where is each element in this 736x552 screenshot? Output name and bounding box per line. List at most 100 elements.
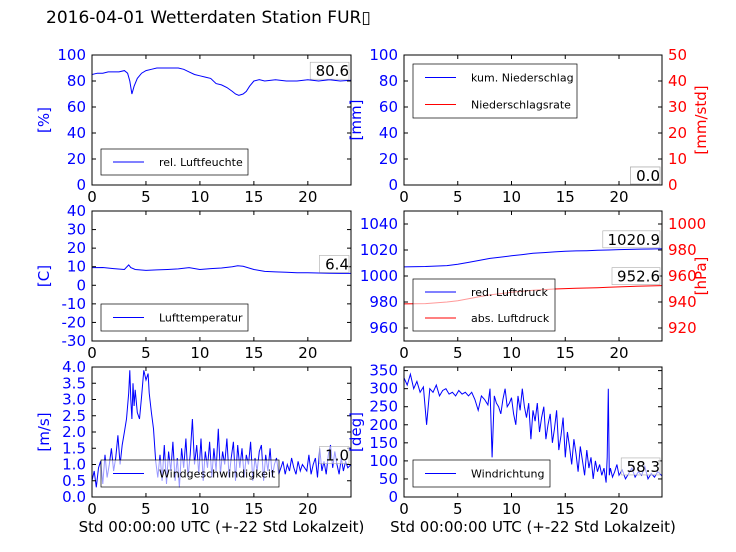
y-tick-label: 4.0 (62, 358, 86, 376)
plot-frame (403, 366, 663, 498)
x-axis-label: Std 00:00:00 UTC (+-22 Std Lokalzeit) (79, 518, 365, 536)
last-value-label: 58.3 (627, 458, 660, 476)
plot-frame (91, 54, 352, 186)
y-tick-label: -20 (62, 313, 87, 331)
last-value-box (319, 446, 350, 464)
y2-axis-label: [hPa] (692, 257, 710, 296)
y-tick-label: 350 (369, 362, 398, 380)
x-tick-label: 0 (87, 500, 97, 518)
last-value-box (630, 166, 661, 185)
y-tick-label: 30 (67, 221, 86, 239)
x-tick-label: 5 (141, 188, 151, 206)
y-tick-label: 3.0 (62, 391, 86, 409)
y2-tick-label: 980 (668, 241, 697, 259)
y-tick-label: 100 (369, 452, 398, 470)
y-tick-label: 3.5 (62, 374, 86, 392)
last-value-label: 1.0 (325, 447, 349, 465)
y-tick-label: 1020 (360, 241, 398, 259)
y-tick-label: 80 (379, 72, 398, 90)
x-tick-label: 0 (87, 188, 97, 206)
x-tick-label: 5 (453, 344, 463, 362)
panel-humidity: 0 5 10 15 20 0 20 40 60 80 100 [%] 80.6 rel. Luftfeuc… (35, 46, 352, 206)
legend-label: red. Luftdruck (471, 286, 548, 299)
y-axis-label: [m/s] (35, 412, 53, 451)
x-tick-label: 20 (609, 344, 628, 362)
y2-tick-label: 50 (668, 46, 687, 64)
y-tick-label: 100 (57, 46, 86, 64)
y-tick-label: 60 (379, 98, 398, 116)
x-tick-label: 15 (556, 500, 575, 518)
plot-frame (91, 210, 352, 342)
x-tick-label: 15 (244, 500, 263, 518)
y-tick-label: 150 (369, 434, 398, 452)
y2-tick-label: 20 (668, 124, 687, 142)
panel-windspeed: 0 5 10 15 200.00.51.01.52.02.53.03.54.0[m/s]… (35, 358, 364, 536)
x-axis-label: Std 00:00:00 UTC (+-22 Std Lokalzeit) (390, 518, 676, 536)
y2-tick-label: 960 (668, 267, 697, 285)
x-tick-label: 15 (556, 344, 575, 362)
y2-tick-label: 10 (668, 150, 687, 168)
x-tick-label: 0 (399, 344, 409, 362)
last-value-box (309, 61, 350, 80)
y-tick-label: 0.5 (62, 472, 86, 490)
x-tick-label: 5 (453, 188, 463, 206)
x-tick-label: 15 (556, 188, 575, 206)
x-tick-label: 0 (399, 188, 409, 206)
x-tick-label: 5 (453, 500, 463, 518)
y-axis-label: [%] (35, 107, 53, 133)
series-line-winddir-0 (404, 372, 662, 483)
y-tick-label: 2.0 (62, 423, 86, 441)
last-value-box (611, 267, 661, 285)
series-line-windspeed-0 (92, 370, 351, 488)
y-tick-label: 1000 (360, 267, 398, 285)
series-line-humidity-0 (92, 67, 351, 96)
x-tick-label: 20 (609, 188, 628, 206)
last-value-box (620, 457, 661, 476)
y-tick-label: 50 (379, 470, 398, 488)
legend-label: Windrichtung (471, 468, 544, 481)
y-tick-label: 40 (379, 124, 398, 142)
legend-label: Niederschlagsrate (471, 99, 571, 112)
y-axis-label: [C] (35, 265, 53, 287)
plot-frame (403, 54, 663, 186)
legend-label: kum. Niederschlag (471, 72, 574, 85)
y-tick-label: 1.0 (62, 456, 86, 474)
last-value-box (319, 255, 350, 273)
y-tick-label: 0.0 (62, 488, 86, 506)
y-tick-label: 300 (369, 380, 398, 398)
y2-tick-label: 0 (668, 176, 678, 194)
y-tick-label: 20 (67, 150, 86, 168)
y-tick-label: 1.5 (62, 439, 86, 457)
y-tick-label: 10 (67, 258, 86, 276)
x-tick-label: 15 (244, 344, 263, 362)
last-value-label: 80.6 (316, 62, 349, 80)
legend-label: Windgeschwindigkeit (159, 468, 276, 481)
y-tick-label: 20 (67, 239, 86, 257)
y-tick-label: 0 (388, 176, 398, 194)
x-tick-label: 20 (298, 344, 317, 362)
y-tick-label: 1040 (360, 215, 398, 233)
x-tick-label: 10 (502, 500, 521, 518)
y2-tick-label: 1000 (668, 215, 706, 233)
legend-label: rel. Luftfeuchte (159, 156, 243, 169)
y-tick-label: 2.5 (62, 407, 86, 425)
last-value-label: 6.4 (325, 255, 349, 273)
last-value-label: 0.0 (636, 167, 660, 185)
figure-title: 2016-04-01 Wetterdaten Station FUR▯ (46, 8, 371, 28)
last-value-box (602, 230, 661, 249)
y-tick-label: -30 (62, 332, 87, 350)
x-tick-label: 0 (399, 500, 409, 518)
x-tick-label: 15 (244, 188, 263, 206)
y-tick-label: 100 (369, 46, 398, 64)
y2-tick-label: 30 (668, 98, 687, 116)
y-tick-label: 60 (67, 98, 86, 116)
y-tick-label: 960 (369, 319, 398, 337)
last-value-label: 1020.9 (608, 231, 661, 249)
y-tick-label: 250 (369, 398, 398, 416)
y2-tick-label: 920 (668, 319, 697, 337)
x-tick-label: 10 (190, 188, 209, 206)
panel-pressure: 0 5 10 15 20 960 980 1000 1020 1040 920 940 960 980 10… (360, 210, 710, 362)
y-tick-label: 0 (76, 176, 86, 194)
